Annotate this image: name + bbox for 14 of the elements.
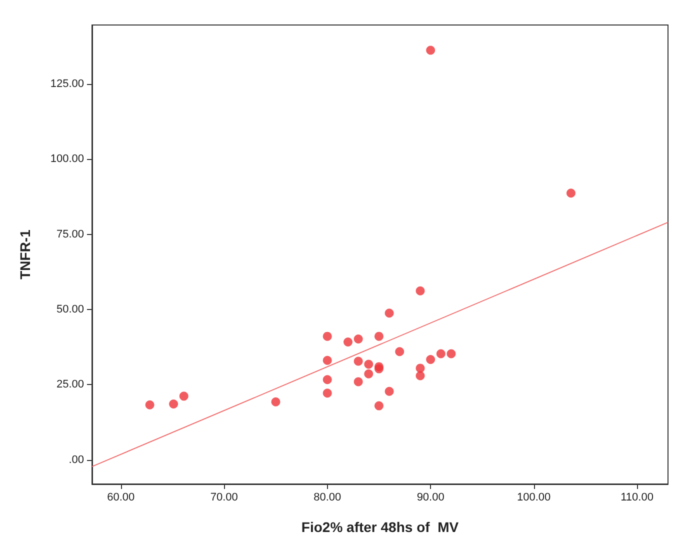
y-tick-label: .00 bbox=[68, 454, 84, 466]
x-tick-label: 80.00 bbox=[314, 492, 342, 504]
x-tick-label: 90.00 bbox=[416, 492, 444, 504]
y-tick-label: 75.00 bbox=[56, 228, 84, 240]
x-tick-label: 70.00 bbox=[210, 492, 238, 504]
y-tick-label: 25.00 bbox=[56, 378, 84, 391]
x-tick-label: 110.00 bbox=[620, 492, 654, 504]
y-tick-label: 100.00 bbox=[50, 153, 84, 166]
y-axis-title: TNFR-1 bbox=[17, 229, 33, 280]
x-axis-title: Fio2% after 48hs of MV bbox=[301, 519, 460, 535]
y-tick-label: 50.00 bbox=[56, 304, 84, 316]
x-tick-label: 60.00 bbox=[107, 492, 135, 504]
y-tick-label: 125.00 bbox=[50, 78, 84, 90]
x-tick-label: 100.00 bbox=[516, 492, 551, 504]
